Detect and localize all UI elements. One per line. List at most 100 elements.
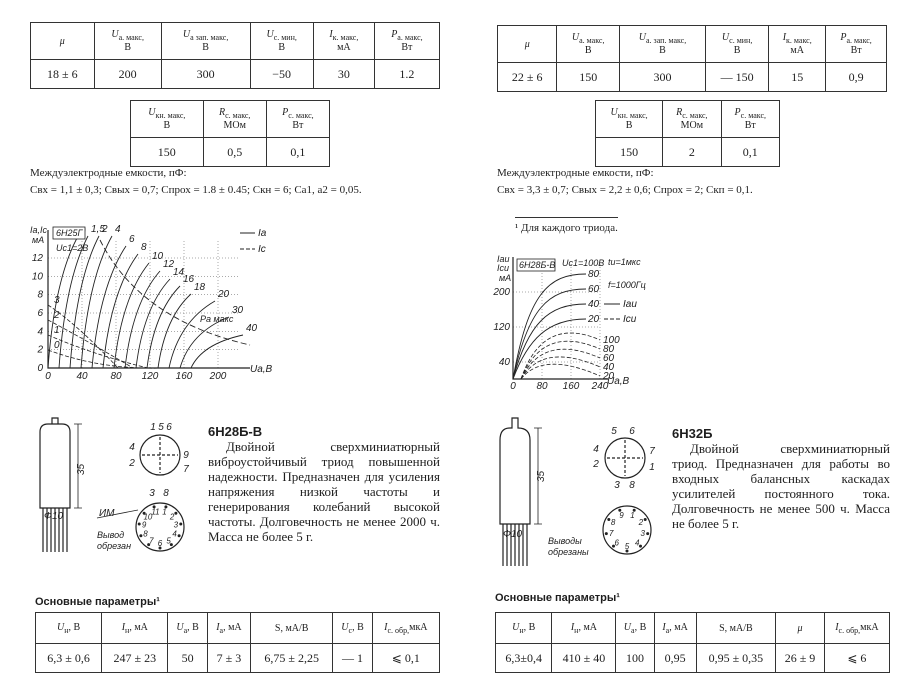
label: 160 — [563, 381, 580, 392]
header-cell: Rс. макс, МОм — [202, 100, 267, 138]
header-cell: Pс. макс, Вт — [720, 100, 781, 138]
label: 16 — [183, 274, 195, 285]
value-cell: 2 — [662, 137, 722, 167]
unit: , В — [68, 621, 81, 633]
label: 20 — [587, 314, 600, 325]
subscript: а. макс, — [118, 33, 144, 42]
header-cell: Uа. макс, В — [93, 22, 162, 60]
header-cell: Uн, В — [494, 612, 553, 644]
label: 2 — [638, 518, 644, 527]
cap-text: Cвх = 3,3 ± 0,7; Cвых = 2,2 ± 0,6; Cпрох… — [497, 184, 753, 196]
label: 8 — [611, 518, 616, 527]
symbol: I — [570, 621, 575, 633]
subscript: а — [665, 625, 670, 635]
label: 60 — [603, 353, 615, 364]
symbol: P — [734, 107, 741, 118]
value-cell: 200 — [93, 59, 162, 89]
value-cell: 18 ± 6 — [30, 59, 95, 89]
symbol: U — [610, 107, 618, 118]
base-pin — [632, 508, 636, 512]
section-heading: Основные параметры¹ — [495, 592, 620, 604]
subscript: с — [348, 625, 353, 635]
header-cell: S, мА/В — [695, 612, 777, 644]
label: 7 — [649, 446, 655, 457]
ia-curve — [135, 278, 171, 369]
unit: В — [163, 120, 171, 131]
value-cell: 150 — [556, 62, 620, 92]
header-cell: S, мА/В — [250, 612, 334, 644]
header-cell: Iк. макс, мА — [312, 22, 375, 60]
base-pin — [174, 511, 178, 515]
symbol: U — [721, 32, 730, 43]
value-row: 150 2 0,1 — [594, 137, 781, 167]
value-cell: 150 — [130, 137, 204, 167]
header-cell: Uа. макс, В — [556, 25, 620, 63]
ia-curve — [179, 316, 230, 369]
label: 1,5 — [91, 224, 105, 235]
label: 18 — [194, 282, 206, 293]
ia-curve — [146, 285, 181, 369]
label: f=1000Гц — [608, 280, 646, 290]
header-cell: Uа, В — [615, 612, 655, 644]
symbol: I — [329, 29, 333, 40]
label: 40 — [499, 357, 511, 368]
label: 4 — [172, 530, 177, 539]
header-cell: Pа. макс, Вт — [825, 25, 887, 63]
unit: , В — [352, 621, 364, 633]
header-cell: μ — [30, 22, 95, 60]
unit: мкА — [860, 621, 879, 633]
base-pin — [164, 505, 168, 509]
value-cell: ⩽ 6 — [823, 643, 891, 673]
subscript: а — [219, 625, 224, 635]
iai-curve — [512, 318, 587, 380]
cap-title: Междуэлектродные емкости, пФ: — [497, 167, 654, 179]
table: μ Uа. макс, В Uа зап. макс, В Uс. мин, В Iк. ма… — [30, 22, 441, 89]
tube-box — [52, 226, 86, 240]
isi-curve — [520, 340, 601, 380]
value-cell: 22 ± 6 — [496, 62, 558, 92]
value-cell: 6,75 ± 2,25 — [250, 643, 334, 673]
label: 2 — [36, 345, 43, 356]
value-cell: 150 — [594, 137, 664, 167]
value-cell: — 1 — [332, 643, 373, 673]
subscript: к. макс, — [786, 36, 812, 45]
header-cell: Uс. мин, В — [249, 22, 314, 60]
label: 30 — [232, 305, 244, 316]
label: 200 — [492, 287, 510, 298]
base-pin — [139, 534, 143, 538]
header-cell: Pа. макс, Вт — [373, 22, 441, 60]
symbol: U — [638, 32, 646, 43]
subscript: с. обр, — [838, 625, 861, 635]
value-cell: 50 — [167, 643, 208, 673]
label: 80 — [588, 269, 600, 280]
subscript: а. зап. макс, — [646, 36, 687, 45]
label: 1 — [649, 462, 655, 473]
ia-curve — [69, 235, 100, 369]
label: 6 — [629, 426, 635, 437]
ia-curve — [80, 235, 113, 369]
ic-curve — [47, 334, 149, 369]
symbol: U — [266, 29, 274, 40]
header-cell: Rс. макс, МОм — [662, 100, 722, 138]
ic-curve — [47, 304, 119, 369]
label: Iаи — [497, 254, 510, 264]
value-cell: −50 — [249, 59, 314, 89]
base-pin — [646, 532, 650, 536]
subscript: к. макс, — [332, 33, 359, 42]
label: 4 — [593, 444, 599, 455]
value-row: 150 0,5 0,1 — [130, 137, 331, 167]
ia-curve — [47, 237, 78, 369]
label: 0 — [54, 340, 60, 351]
header-row: Uкн. макс, В Rс. макс, МОм Pс. макс, Вт — [130, 100, 331, 138]
value-row: 6,3±0,4 410 ± 40 100 0,95 0,95 ± 0,35 26 ± 9 ⩽… — [494, 643, 891, 673]
subscript: н — [125, 625, 130, 635]
label: 80 — [110, 371, 122, 382]
base-pin — [604, 532, 608, 536]
pin-view — [604, 437, 646, 479]
subscript: а. макс, — [579, 36, 605, 45]
header-cell: Uкн. макс, В — [594, 100, 664, 138]
tube-info: 6Н32Б Двойной сверхминиатюрный триод. Пр… — [672, 426, 890, 531]
label: 40 — [76, 371, 88, 382]
tube-body — [39, 423, 71, 509]
header-cell: μ — [775, 612, 825, 644]
